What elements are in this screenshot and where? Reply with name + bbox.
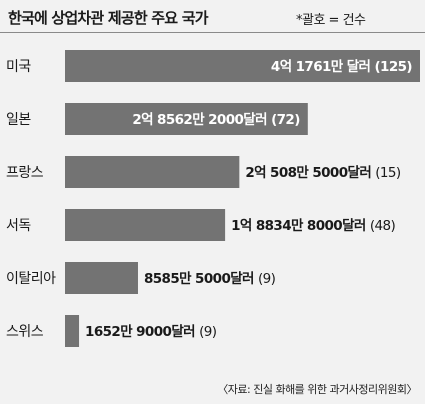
value-label: 4억 1761만 달러 (125) (271, 59, 412, 75)
value-label: 8585만 5000달러 (9) (144, 271, 276, 287)
chart-title: 한국에 상업차관 제공한 주요 국가 (8, 9, 209, 27)
category-label: 일본 (6, 112, 31, 128)
value-label: 1652만 9000달러 (9) (85, 324, 217, 340)
bar (65, 156, 240, 188)
count-note: *괄호 = 건수 (296, 13, 366, 28)
bar (65, 50, 420, 82)
bar (65, 262, 138, 294)
category-label: 프랑스 (6, 165, 44, 181)
bar (65, 103, 308, 135)
category-label: 이탈리아 (6, 271, 56, 287)
value-label: 1억 8834만 8000달러 (48) (231, 218, 395, 234)
value-label: 2억 8562만 2000달러 (72) (132, 112, 300, 128)
source-note: 〈자료: 진실 화해를 위한 과거사정리위원회〉 (217, 383, 417, 396)
bar (65, 315, 80, 347)
category-label: 서독 (6, 218, 31, 234)
value-label: 2억 508만 5000달러 (15) (245, 165, 401, 181)
category-label: 미국 (6, 59, 31, 75)
bar-chart: 미국 4억 1761만 달러 (125) 일본 2억 8562만 2000달러 (72… (6, 50, 420, 347)
category-label: 스위스 (6, 324, 44, 340)
bar (65, 209, 226, 241)
title-divider (0, 32, 425, 33)
